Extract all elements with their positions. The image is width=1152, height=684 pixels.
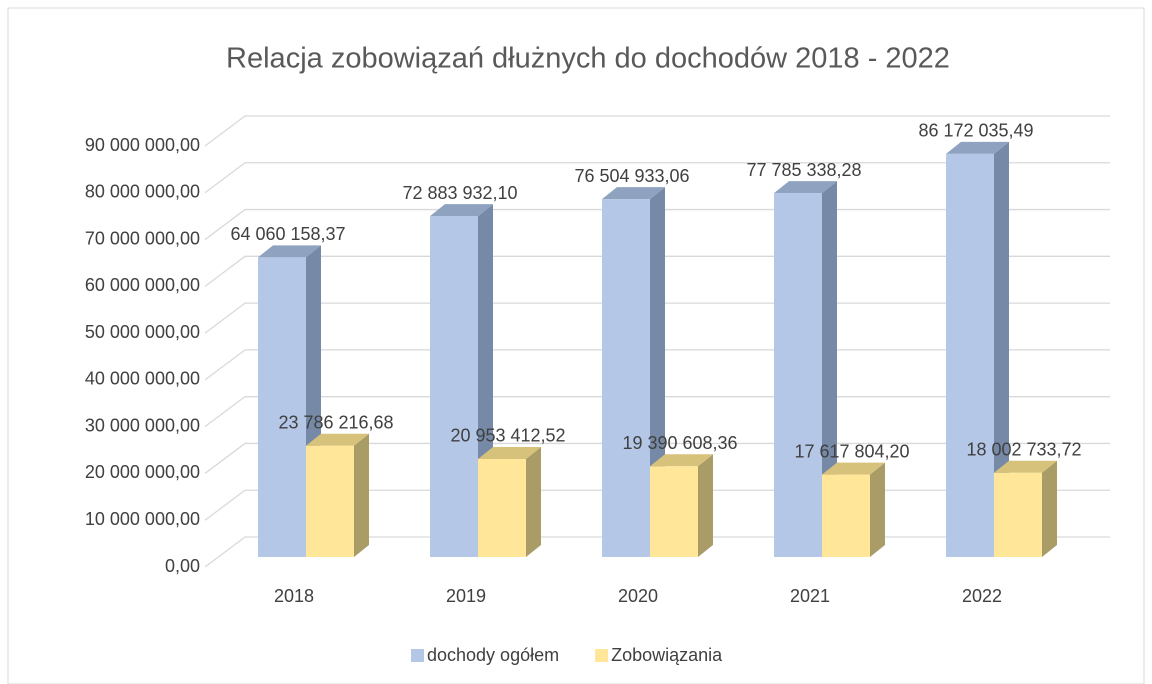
data-label: 17 617 804,20	[794, 441, 909, 461]
y-tick-label: 90 000 000,00	[85, 135, 200, 155]
bar-top	[602, 187, 665, 200]
bar-top	[774, 181, 837, 194]
legend-swatch	[595, 649, 609, 662]
legend-swatch	[411, 649, 424, 662]
grid-line	[204, 162, 1110, 194]
data-label: 18 002 733,72	[966, 440, 1081, 460]
bar-side	[354, 433, 369, 557]
x-tick-label: 2018	[274, 586, 314, 606]
bar-top	[822, 462, 885, 475]
data-label: 72 883 932,10	[402, 183, 517, 203]
bar-side	[698, 454, 713, 557]
bar	[822, 474, 870, 557]
x-tick-label: 2020	[618, 586, 658, 606]
data-label: 20 953 412,52	[450, 426, 565, 446]
bar-top	[258, 245, 321, 258]
x-tick-label: 2022	[962, 586, 1002, 606]
bar	[946, 153, 994, 557]
legend-label: dochody ogółem	[427, 645, 559, 665]
y-tick-label: 40 000 000,00	[85, 369, 200, 389]
y-tick-label: 20 000 000,00	[85, 462, 200, 482]
x-tick-label: 2021	[790, 586, 830, 606]
y-tick-label: 70 000 000,00	[85, 228, 200, 248]
data-label: 77 785 338,28	[746, 160, 861, 180]
x-tick-label: 2019	[446, 586, 486, 606]
bar	[478, 458, 526, 557]
bar-top	[946, 141, 1009, 154]
bar-top	[478, 446, 541, 459]
y-tick-label: 0,00	[165, 556, 200, 576]
grid-line	[204, 115, 1110, 147]
bar-top	[994, 460, 1057, 473]
y-tick-label: 80 000 000,00	[85, 182, 200, 202]
y-tick-label: 60 000 000,00	[85, 275, 200, 295]
bar	[994, 472, 1042, 557]
y-tick-label: 30 000 000,00	[85, 415, 200, 435]
bar	[774, 193, 822, 558]
bar-top	[650, 454, 713, 467]
bar	[650, 466, 698, 557]
bar-top	[306, 433, 369, 446]
bar-side	[822, 181, 837, 558]
bar	[306, 445, 354, 557]
chart-title: Relacja zobowiązań dłużnych do dochodów …	[226, 43, 950, 75]
y-tick-label: 50 000 000,00	[85, 322, 200, 342]
bar-side	[526, 446, 541, 557]
data-label: 23 786 216,68	[278, 412, 393, 432]
data-label: 19 390 608,36	[622, 433, 737, 453]
data-label: 64 060 158,37	[230, 224, 345, 244]
y-tick-label: 10 000 000,00	[85, 509, 200, 529]
data-label: 86 172 035,49	[918, 121, 1033, 141]
bar	[602, 199, 650, 557]
legend-label: Zobowiązania	[611, 645, 723, 665]
bar	[430, 216, 478, 557]
data-label: 76 504 933,06	[574, 166, 689, 186]
bar-top	[430, 204, 493, 217]
bar-side	[994, 141, 1009, 557]
bar-side	[1042, 460, 1057, 557]
bar-side	[870, 462, 885, 557]
bar	[258, 257, 306, 557]
